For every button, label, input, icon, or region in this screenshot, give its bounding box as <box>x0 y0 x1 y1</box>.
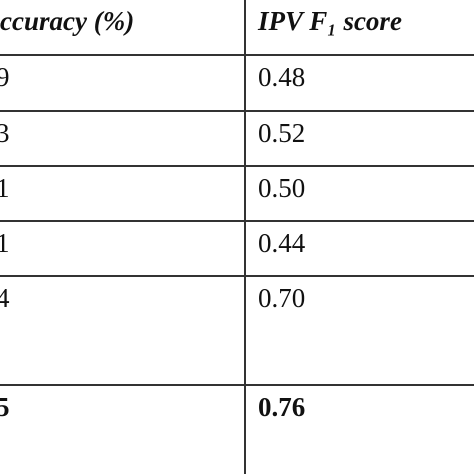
row-divider <box>0 165 474 167</box>
row-divider <box>0 54 474 56</box>
row-divider <box>0 110 474 112</box>
table-cell: 0.52 <box>258 118 306 148</box>
table-cell: 9 <box>0 62 10 92</box>
table-cell: 0.48 <box>258 62 306 92</box>
row-divider <box>0 275 474 277</box>
table-cell: 0.50 <box>258 173 306 203</box>
table-cell: 4 <box>0 283 10 313</box>
table-cell: 3 <box>0 118 10 148</box>
table-cell: 0.44 <box>258 228 306 258</box>
row-divider <box>0 384 474 386</box>
column-divider <box>244 0 246 474</box>
table-cell: 1 <box>0 228 10 258</box>
row-divider <box>0 220 474 222</box>
header-cell: ccuracy (%) <box>0 6 135 36</box>
table-cell: 1 <box>0 173 10 203</box>
table-cell: 0.76 <box>258 392 306 422</box>
table-cell: 5 <box>0 392 10 422</box>
header-cell: IPV F₁ score <box>258 6 402 36</box>
table-cell: 0.70 <box>258 283 306 313</box>
